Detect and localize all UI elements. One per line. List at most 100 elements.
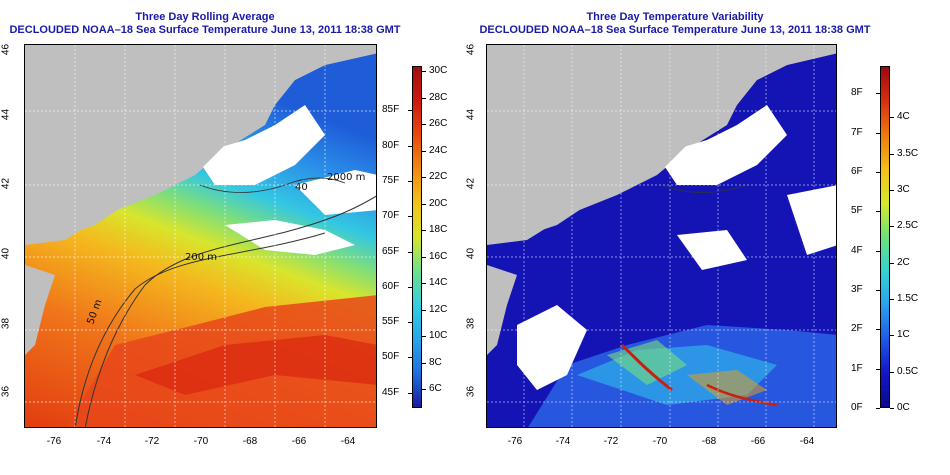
colorbar-label-fahrenheit: 8F bbox=[851, 87, 863, 99]
colorbar-label-celsius: 8C bbox=[429, 356, 442, 368]
colorbar-label-fahrenheit: 3F bbox=[851, 284, 863, 295]
colorbar-tick bbox=[408, 286, 412, 288]
colorbar-tick bbox=[890, 371, 894, 373]
colorbar-label-fahrenheit: 55F bbox=[382, 316, 400, 328]
colorbar-label-celsius: 30C bbox=[429, 65, 448, 77]
colorbar-tick bbox=[408, 357, 412, 359]
colorbar-tick bbox=[890, 189, 894, 191]
lat-tick: 38 bbox=[0, 317, 12, 330]
colorbar-tick bbox=[422, 230, 426, 232]
colorbar-tick bbox=[422, 150, 426, 152]
lon-tick: -66 bbox=[291, 436, 307, 447]
temperature-colorbar bbox=[412, 66, 422, 408]
variability-colorbar bbox=[880, 66, 890, 408]
colorbar-tick bbox=[422, 336, 426, 338]
colorbar-label-fahrenheit: 65F bbox=[382, 245, 400, 257]
contour-label: 200 m bbox=[185, 252, 217, 263]
colorbar-tick bbox=[876, 132, 880, 134]
colorbar-tick bbox=[890, 226, 894, 228]
colorbar-tick bbox=[422, 283, 426, 285]
lon-tick: -64 bbox=[340, 436, 356, 447]
panel-title: Three Day Rolling Average bbox=[135, 11, 275, 23]
colorbar-tick bbox=[890, 335, 894, 337]
variability-map bbox=[486, 44, 837, 428]
colorbar-tick bbox=[890, 298, 894, 300]
colorbar-tick bbox=[890, 262, 894, 264]
colorbar-label-celsius: 22C bbox=[429, 171, 448, 183]
colorbar-label-celsius: 28C bbox=[429, 91, 448, 103]
lon-tick: -68 bbox=[242, 436, 258, 447]
variability-map-graphic bbox=[487, 45, 836, 427]
panel-subtitle: DECLOUDED NOAA–18 Sea Surface Temperatur… bbox=[479, 24, 871, 36]
colorbar-label-celsius: 3C bbox=[897, 183, 910, 195]
colorbar-tick bbox=[422, 97, 426, 99]
colorbar-tick bbox=[408, 216, 412, 218]
lat-tick: 38 bbox=[465, 317, 477, 330]
colorbar-tick bbox=[408, 251, 412, 253]
colorbar-label-fahrenheit: 70F bbox=[382, 210, 400, 222]
colorbar-label-celsius: 24C bbox=[429, 144, 448, 156]
colorbar-tick bbox=[876, 250, 880, 252]
lat-tick: 42 bbox=[465, 177, 477, 190]
colorbar-tick bbox=[422, 71, 426, 73]
colorbar-label-celsius: 16C bbox=[429, 250, 448, 262]
colorbar-label-celsius: 14C bbox=[429, 277, 448, 289]
lon-tick: -74 bbox=[96, 436, 112, 447]
colorbar-tick bbox=[876, 329, 880, 331]
colorbar-label-fahrenheit: 7F bbox=[851, 126, 863, 138]
lat-tick: 44 bbox=[0, 108, 12, 121]
lat-tick: 42 bbox=[0, 177, 12, 190]
colorbar-tick bbox=[422, 124, 426, 126]
lon-tick: -70 bbox=[652, 436, 668, 447]
lon-tick: -76 bbox=[507, 436, 523, 447]
contour-label: 2000 m bbox=[327, 172, 365, 183]
colorbar-label-celsius: 6C bbox=[429, 383, 442, 395]
sst-average-panel: Three Day Rolling Average DECLOUDED NOAA… bbox=[0, 11, 448, 447]
sst-map-graphic: 2000 m 200 m 50 m 40 bbox=[25, 45, 376, 427]
colorbar-tick bbox=[408, 322, 412, 324]
colorbar-tick bbox=[876, 211, 880, 213]
colorbar-label-fahrenheit: 75F bbox=[382, 174, 400, 186]
panel-title: Three Day Temperature Variability bbox=[586, 11, 764, 23]
colorbar-tick bbox=[422, 256, 426, 258]
colorbar-label-celsius: 4C bbox=[897, 111, 910, 123]
colorbar-tick bbox=[876, 172, 880, 174]
colorbar-label-celsius: 1.5C bbox=[897, 292, 919, 304]
colorbar-label-fahrenheit: 2F bbox=[851, 323, 863, 335]
colorbar-label-fahrenheit: 80F bbox=[382, 139, 400, 151]
lon-tick: -70 bbox=[193, 436, 209, 447]
colorbar-tick bbox=[876, 290, 880, 291]
colorbar-tick bbox=[890, 153, 894, 155]
lon-tick: -68 bbox=[701, 436, 717, 447]
colorbar-label-fahrenheit: 6F bbox=[851, 166, 863, 178]
colorbar-label-fahrenheit: 60F bbox=[382, 280, 400, 292]
lon-tick: -72 bbox=[603, 436, 619, 447]
lon-tick: -72 bbox=[144, 436, 160, 447]
colorbar-label-celsius: 0C bbox=[897, 402, 910, 413]
colorbar-tick bbox=[422, 309, 426, 311]
colorbar-tick bbox=[890, 408, 894, 409]
lat-tick: 40 bbox=[465, 247, 477, 260]
colorbar-label-fahrenheit: 5F bbox=[851, 205, 863, 217]
colorbar-tick bbox=[422, 177, 426, 179]
lat-tick: 46 bbox=[0, 43, 12, 56]
colorbar-label-fahrenheit: 50F bbox=[382, 351, 400, 363]
colorbar-label-celsius: 2.5C bbox=[897, 220, 919, 232]
lon-tick: -74 bbox=[555, 436, 571, 447]
lat-tick: 36 bbox=[0, 385, 12, 398]
colorbar-label-celsius: 12C bbox=[429, 303, 448, 315]
contour-label: 40 bbox=[295, 182, 308, 193]
colorbar-tick bbox=[876, 368, 880, 370]
colorbar-tick bbox=[422, 203, 426, 205]
colorbar-tick bbox=[408, 110, 412, 112]
colorbar-tick bbox=[422, 389, 426, 391]
lat-tick: 46 bbox=[465, 43, 477, 56]
colorbar-label-fahrenheit: 45F bbox=[382, 386, 400, 398]
colorbar-tick bbox=[876, 93, 880, 95]
colorbar-label-fahrenheit: 4F bbox=[851, 244, 863, 256]
lon-tick: -66 bbox=[750, 436, 766, 447]
colorbar-label-fahrenheit: 0F bbox=[851, 402, 863, 413]
lon-tick: -76 bbox=[46, 436, 62, 447]
lat-tick: 36 bbox=[465, 385, 477, 398]
colorbar-label-celsius: 3.5C bbox=[897, 147, 919, 159]
